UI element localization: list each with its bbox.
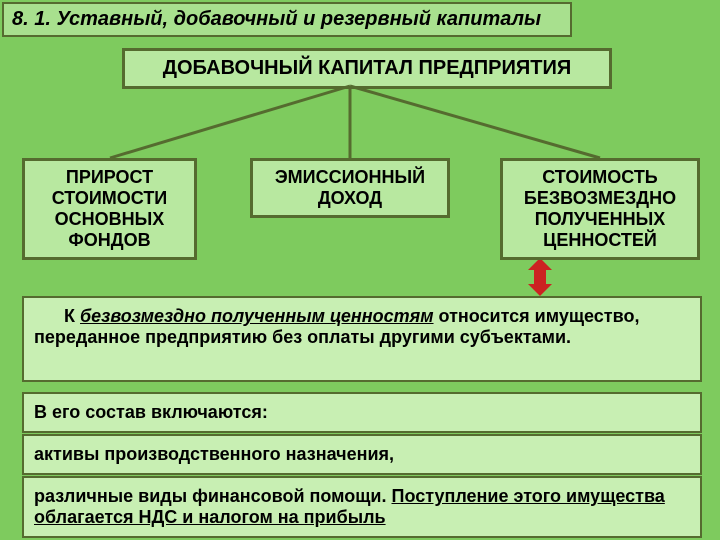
paragraph-4: различные виды финансовой помощи. Поступ… [22,476,702,538]
para1-underline: безвозмездно полученным ценностям [80,306,434,326]
header-text: 8. 1. Уставный, добавочный и резервный к… [12,8,541,30]
para2-text: В его состав включаются: [34,402,268,422]
title-box: ДОБАВОЧНЫЙ КАПИТАЛ ПРЕДПРИЯТИЯ [122,48,612,89]
para3-text: активы производственного назначения, [34,444,394,464]
slide: 8. 1. Уставный, добавочный и резервный к… [0,0,720,540]
paragraph-1: К безвозмездно полученным ценностям отно… [22,296,702,382]
branch-2-text: ЭМИССИОННЫЙ ДОХОД [275,167,425,208]
paragraph-2: В его состав включаются: [22,392,702,433]
branch-box-2: ЭМИССИОННЫЙ ДОХОД [250,158,450,218]
title-text: ДОБАВОЧНЫЙ КАПИТАЛ ПРЕДПРИЯТИЯ [163,57,571,79]
para1-prefix: К [64,306,80,326]
para4-plain: различные виды финансовой помощи. [34,486,392,506]
branch-3-text: СТОИМОСТЬ БЕЗВОЗМЕЗДНО ПОЛУЧЕННЫХ ЦЕННОС… [524,167,676,250]
branch-box-1: ПРИРОСТ СТОИМОСТИ ОСНОВНЫХ ФОНДОВ [22,158,197,260]
branch-1-text: ПРИРОСТ СТОИМОСТИ ОСНОВНЫХ ФОНДОВ [52,167,168,250]
slide-header: 8. 1. Уставный, добавочный и резервный к… [2,2,572,37]
branch-box-3: СТОИМОСТЬ БЕЗВОЗМЕЗДНО ПОЛУЧЕННЫХ ЦЕННОС… [500,158,700,260]
paragraph-3: активы производственного назначения, [22,434,702,475]
